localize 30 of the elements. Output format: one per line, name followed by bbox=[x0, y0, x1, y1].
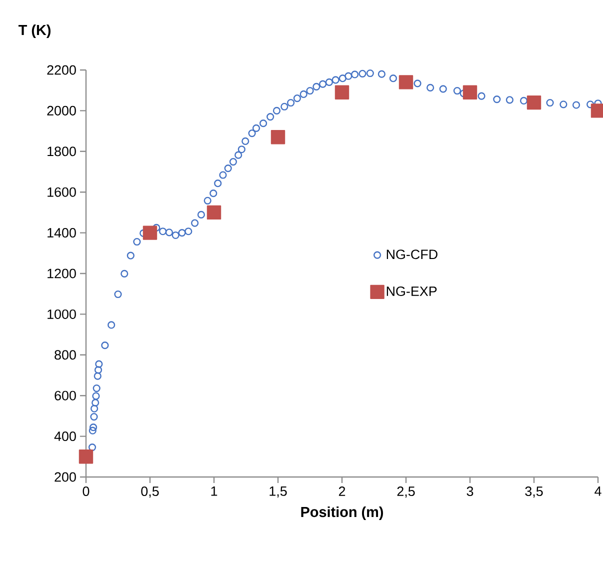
x-tick-label: 1,5 bbox=[270, 486, 287, 498]
x-tick-label: 2,5 bbox=[397, 486, 415, 498]
legend-label: NG-CFD bbox=[386, 250, 438, 260]
y-tick-label: 1400 bbox=[48, 228, 76, 238]
y-tick-label: 1800 bbox=[48, 146, 76, 156]
y-tick-label: 200 bbox=[54, 472, 76, 482]
x-axis-title: Position (m) bbox=[301, 506, 384, 520]
point bbox=[398, 75, 414, 90]
x-tick-label: 0 bbox=[82, 486, 90, 496]
point bbox=[78, 450, 94, 464]
x-tick-label: 3,5 bbox=[525, 486, 543, 498]
y-tick-label: 600 bbox=[54, 390, 76, 400]
y-tick-label: 1000 bbox=[48, 309, 76, 319]
x-tick-label: 4 bbox=[594, 486, 602, 496]
point bbox=[526, 95, 542, 110]
y-axis-title: T (K) bbox=[18, 24, 51, 38]
y-tick-label: 1200 bbox=[48, 268, 76, 278]
x-tick-label: 3 bbox=[466, 486, 474, 496]
x-tick-label: 0,5 bbox=[141, 486, 159, 498]
y-tick-label: 2200 bbox=[47, 65, 76, 75]
y-tick-label: 1600 bbox=[48, 187, 76, 197]
y-tick-label: 2000 bbox=[47, 106, 76, 116]
x-tick-label: 1 bbox=[211, 486, 218, 496]
y-tick-label: 400 bbox=[54, 432, 76, 442]
point bbox=[270, 130, 286, 144]
x-tick-label: 2 bbox=[338, 486, 346, 496]
legend-label: NG-EXP bbox=[386, 286, 437, 296]
point bbox=[334, 85, 350, 100]
point bbox=[206, 205, 222, 220]
y-tick-label: 800 bbox=[54, 350, 76, 360]
